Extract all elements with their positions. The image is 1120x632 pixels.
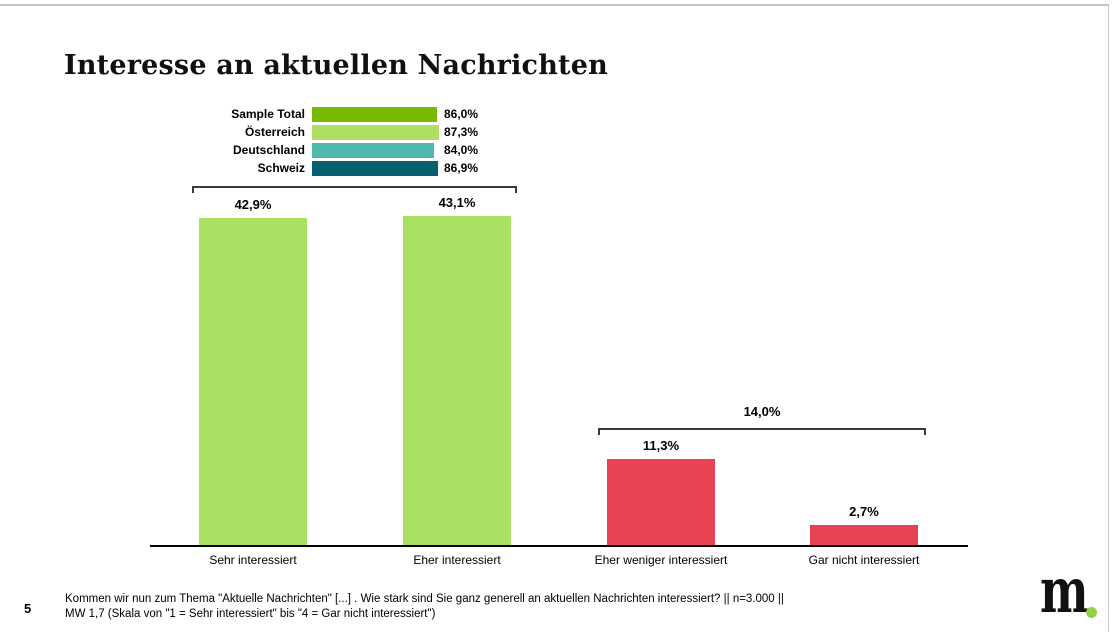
summary-row-label: Deutschland	[232, 143, 305, 157]
bar-2	[607, 459, 715, 546]
summary-row-value: 84,0%	[444, 143, 479, 157]
summary-row-bar	[312, 143, 434, 158]
footer-line-2: MW 1,7 (Skala von "1 = Sehr interessiert…	[65, 608, 436, 620]
bar-1	[403, 216, 511, 546]
summary-row-label: Sample Total	[231, 107, 305, 121]
summary-row-value: 86,0%	[444, 107, 479, 121]
bottom2-bracket-label: 14,0%	[743, 404, 781, 419]
summary-row-bar	[312, 125, 439, 140]
summary-row-bar	[312, 107, 437, 122]
top2-bracket	[192, 186, 517, 193]
footer-line-1: Kommen wir nun zum Thema "Aktuelle Nachr…	[65, 593, 784, 605]
logo-letter: m	[1040, 554, 1089, 627]
x-axis-label: Sehr interessiert	[209, 553, 297, 567]
summary-row-bar	[312, 161, 438, 176]
bar-value-label: 2,7%	[849, 504, 879, 519]
x-axis-label: Gar nicht interessiert	[808, 553, 920, 567]
bar-3	[810, 525, 918, 546]
summary-row-label: Österreich	[244, 125, 305, 139]
logo-dot-icon	[1086, 607, 1097, 618]
slide-top-border	[0, 4, 1109, 6]
bar-0	[199, 218, 307, 546]
page-title: Interesse an aktuellen Nachrichten	[64, 50, 608, 81]
bottom2-bracket	[598, 428, 926, 435]
x-axis-line	[150, 545, 968, 547]
slide-right-border	[1108, 4, 1109, 632]
summary-row-value: 87,3%	[444, 125, 479, 139]
bar-value-label: 43,1%	[438, 195, 476, 210]
company-logo: m	[1040, 560, 1102, 628]
page-number: 5	[24, 601, 32, 616]
x-axis-label: Eher interessiert	[413, 553, 501, 567]
footer-source-text: Kommen wir nun zum Thema "Aktuelle Nachr…	[65, 592, 865, 622]
bar-value-label: 42,9%	[234, 197, 272, 212]
bar-value-label: 11,3%	[642, 438, 680, 453]
x-axis-label: Eher weniger interessiert	[594, 553, 728, 567]
summary-row-label: Schweiz	[257, 161, 305, 175]
summary-row-value: 86,9%	[444, 161, 479, 175]
